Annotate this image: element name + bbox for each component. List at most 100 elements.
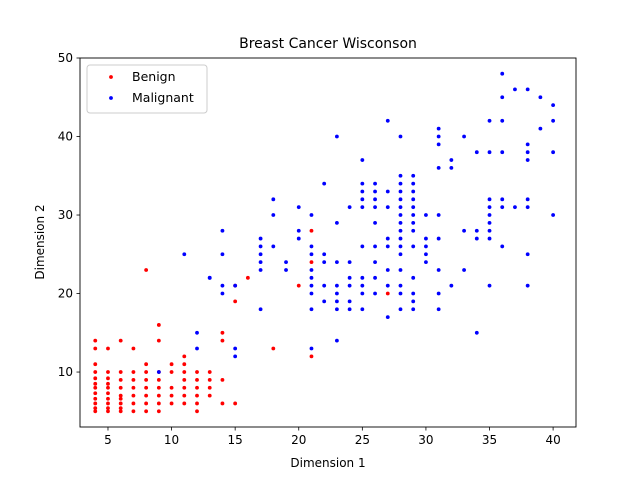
point-benign <box>182 393 187 398</box>
plot-frame <box>79 57 577 428</box>
point-benign <box>93 338 98 343</box>
point-malignant <box>182 252 187 257</box>
point-benign <box>93 396 98 401</box>
x-tick-label: 20 <box>291 433 306 447</box>
x-axis: 5 10 15 20 25 30 35 40 <box>104 427 561 447</box>
point-malignant <box>436 126 441 131</box>
point-benign <box>182 370 187 374</box>
point-malignant <box>487 213 492 217</box>
y-axis-label: Dimension 2 <box>33 204 47 279</box>
point-malignant <box>309 268 314 272</box>
point-malignant <box>309 213 314 217</box>
point-malignant <box>424 260 428 265</box>
point-benign <box>118 338 123 343</box>
point-benign <box>309 228 314 233</box>
legend: Benign Malignant <box>86 64 208 114</box>
point-malignant <box>551 150 556 155</box>
point-malignant <box>525 197 530 202</box>
point-benign <box>156 377 161 382</box>
point-malignant <box>474 228 479 233</box>
point-malignant <box>398 268 403 272</box>
point-malignant <box>322 260 327 265</box>
point-malignant <box>500 197 505 202</box>
point-malignant <box>385 236 390 241</box>
point-benign <box>93 406 98 411</box>
x-tick-label: 30 <box>418 433 433 447</box>
x-tick-label: 35 <box>482 433 497 447</box>
point-benign <box>309 354 314 359</box>
point-malignant <box>385 189 390 194</box>
point-malignant <box>411 197 416 202</box>
point-benign <box>156 323 161 327</box>
point-benign <box>156 401 161 406</box>
point-benign <box>93 391 98 396</box>
point-benign <box>144 377 149 382</box>
point-malignant <box>398 252 403 257</box>
point-malignant <box>449 283 454 288</box>
point-malignant <box>487 205 492 210</box>
point-benign <box>169 393 174 398</box>
point-malignant <box>195 330 199 335</box>
point-benign <box>106 396 110 401</box>
point-malignant <box>309 252 314 257</box>
x-tick-label: 10 <box>164 433 179 447</box>
point-malignant <box>411 213 416 217</box>
point-benign <box>118 401 123 406</box>
point-malignant <box>360 307 365 312</box>
point-benign <box>93 370 98 374</box>
point-malignant <box>411 181 416 186</box>
point-malignant <box>373 244 377 249</box>
point-malignant <box>309 346 314 351</box>
point-malignant <box>449 166 454 170</box>
point-malignant <box>411 173 416 178</box>
x-tick-label: 5 <box>104 433 112 447</box>
point-malignant <box>335 299 339 304</box>
point-malignant <box>385 118 390 123</box>
point-benign <box>93 409 98 414</box>
point-malignant <box>360 283 365 288</box>
point-malignant <box>373 205 377 210</box>
point-malignant <box>398 189 403 194</box>
point-malignant <box>156 370 161 374</box>
point-benign <box>106 376 110 381</box>
point-benign <box>233 299 238 304</box>
point-malignant <box>385 205 390 210</box>
point-benign <box>195 377 199 382</box>
legend-marker-benign <box>109 75 113 79</box>
point-malignant <box>525 150 530 155</box>
point-benign <box>156 338 161 343</box>
point-malignant <box>487 197 492 202</box>
point-malignant <box>220 291 225 296</box>
point-malignant <box>347 205 352 210</box>
point-malignant <box>398 283 403 288</box>
point-malignant <box>500 95 505 100</box>
point-malignant <box>373 189 377 194</box>
point-malignant <box>233 283 238 288</box>
point-malignant <box>436 134 441 139</box>
point-benign <box>131 393 136 398</box>
point-malignant <box>220 252 225 257</box>
point-benign <box>93 376 98 381</box>
point-benign <box>118 370 123 374</box>
x-tick-label: 25 <box>355 433 370 447</box>
point-malignant <box>220 283 225 288</box>
point-malignant <box>373 197 377 202</box>
point-benign <box>131 409 136 414</box>
point-malignant <box>411 220 416 225</box>
point-benign <box>309 260 314 265</box>
point-benign <box>195 370 199 374</box>
point-malignant <box>449 158 454 162</box>
point-benign <box>106 401 110 406</box>
point-malignant <box>385 244 390 249</box>
point-malignant <box>271 244 276 249</box>
point-benign <box>169 362 174 367</box>
points-layer <box>93 71 556 414</box>
point-benign <box>131 385 136 390</box>
point-benign <box>131 370 136 374</box>
legend-box <box>86 64 208 114</box>
point-malignant <box>335 283 339 288</box>
point-malignant <box>233 354 238 359</box>
point-benign <box>118 385 123 390</box>
point-malignant <box>500 205 505 210</box>
point-benign <box>207 370 212 374</box>
